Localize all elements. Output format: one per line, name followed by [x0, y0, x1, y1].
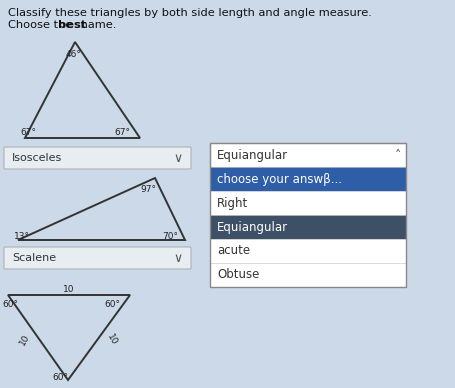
Text: Choose the: Choose the	[8, 20, 76, 30]
Bar	[210, 191, 405, 215]
Text: 60°: 60°	[52, 373, 68, 382]
Text: 10: 10	[105, 333, 118, 347]
Text: Isosceles: Isosceles	[12, 153, 62, 163]
Text: 67°: 67°	[20, 128, 36, 137]
Text: 60°: 60°	[2, 300, 18, 309]
Bar	[210, 263, 405, 287]
Bar	[210, 215, 405, 239]
Text: Right: Right	[217, 196, 248, 210]
Text: best: best	[58, 20, 86, 30]
Text: 60°: 60°	[104, 300, 120, 309]
Bar	[210, 239, 405, 263]
Text: Equiangular: Equiangular	[217, 220, 288, 234]
Text: 70°: 70°	[162, 232, 177, 241]
Text: choose your answβ...: choose your answβ...	[217, 173, 341, 185]
FancyBboxPatch shape	[4, 147, 191, 169]
Text: Equiangular: Equiangular	[217, 149, 288, 161]
Text: 67°: 67°	[114, 128, 130, 137]
Text: ˄: ˄	[394, 149, 400, 161]
Text: 46°: 46°	[66, 50, 82, 59]
Text: Classify these triangles by both side length and angle measure.: Classify these triangles by both side le…	[8, 8, 371, 18]
Text: 10: 10	[18, 333, 32, 347]
Bar	[210, 167, 405, 191]
Text: 10: 10	[63, 284, 75, 293]
Text: Obtuse: Obtuse	[217, 268, 259, 282]
Text: ∨: ∨	[173, 251, 182, 265]
FancyBboxPatch shape	[210, 143, 405, 167]
Text: ∨: ∨	[173, 151, 182, 165]
Text: acute: acute	[217, 244, 250, 258]
Text: Scalene: Scalene	[12, 253, 56, 263]
Text: name.: name.	[77, 20, 116, 30]
Text: 97°: 97°	[140, 185, 156, 194]
Text: 13°: 13°	[14, 232, 30, 241]
FancyBboxPatch shape	[4, 247, 191, 269]
